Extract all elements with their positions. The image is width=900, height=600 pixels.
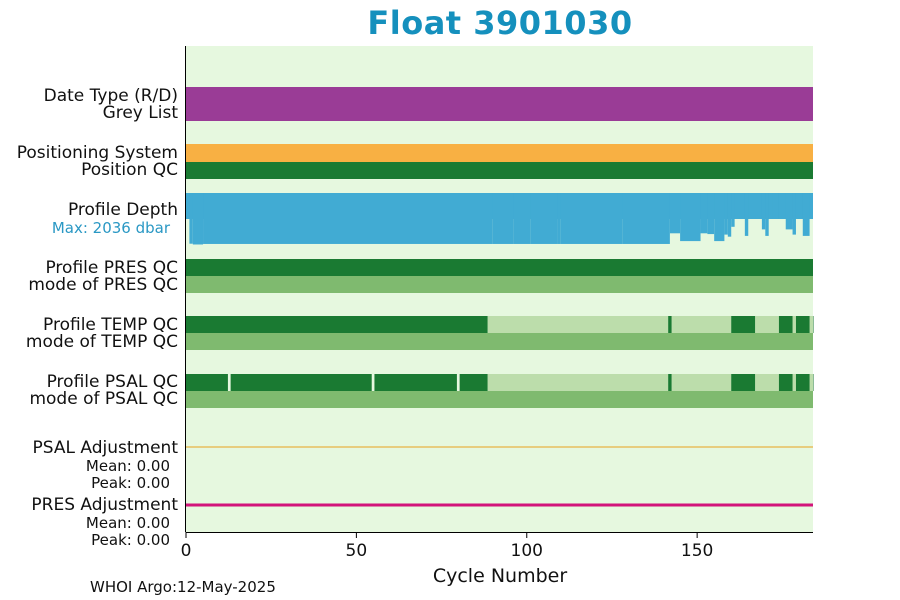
qc-light-segment-7-4 <box>809 316 813 333</box>
x-tick-label: 0 <box>180 541 192 561</box>
qc-light-segment-9-0 <box>487 374 669 391</box>
row-label: Position QC <box>81 160 178 180</box>
row-label: Profile TEMP QC <box>43 315 178 335</box>
profile-depth-bar-31 <box>809 193 813 219</box>
chart-title: Float 3901030 <box>367 4 633 42</box>
profile-depth-bar-19 <box>734 193 745 219</box>
segment-0-0 <box>186 87 813 121</box>
max-depth-label: Max: 2036 dbar <box>51 219 170 237</box>
profile-depth-bar-21 <box>748 193 762 219</box>
mean-label: Mean: 0.00 <box>85 457 170 475</box>
row-label: mode of PSAL QC <box>29 389 178 409</box>
x-tick-label: 150 <box>680 541 714 561</box>
segment-8-0 <box>186 333 813 350</box>
profile-depth-bar-6 <box>513 193 531 244</box>
segment-7-3 <box>778 316 793 333</box>
segment-2-0 <box>186 144 813 162</box>
qc-light-segment-7-3 <box>792 316 796 333</box>
row-label: Positioning System <box>16 143 178 163</box>
segment-7-1 <box>668 316 672 333</box>
profile-depth-bar-3 <box>203 193 493 244</box>
profile-depth-bar-25 <box>772 193 779 219</box>
profile-depth-bar-10 <box>622 193 670 244</box>
row-label: PRES Adjustment <box>31 495 178 515</box>
row-label: Profile PRES QC <box>45 258 178 278</box>
profile-depth-bar-13 <box>700 193 708 234</box>
profile-depth-bar-14 <box>707 193 715 235</box>
segment-9-1 <box>230 374 372 391</box>
segment-10-0 <box>186 391 813 408</box>
segment-9-2 <box>374 374 457 391</box>
profile-depth-bar-16 <box>724 193 728 235</box>
row-label: Date Type (R/D) <box>43 86 178 106</box>
qc-light-segment-9-2 <box>755 374 779 391</box>
profile-depth-bar-9 <box>560 193 623 244</box>
segment-7-0 <box>186 316 488 333</box>
row-label: mode of PRES QC <box>28 275 178 295</box>
profile-depth-bar-17 <box>727 193 732 237</box>
profile-depth-bar-26 <box>778 193 786 219</box>
segment-9-3 <box>459 374 488 391</box>
profile-depth-bar-30 <box>802 193 810 236</box>
profile-depth-bar-22 <box>761 193 766 230</box>
segment-7-2 <box>731 316 756 333</box>
profile-depth-bar-15 <box>714 193 725 242</box>
row-label: mode of TEMP QC <box>25 332 178 352</box>
segment-9-0 <box>186 374 228 391</box>
profile-depth-bar-0 <box>186 193 190 197</box>
segment-6-0 <box>186 276 813 293</box>
profile-depth-bar-4 <box>492 193 500 244</box>
qc-light-segment-7-1 <box>671 316 732 333</box>
segment-5-0 <box>186 259 813 276</box>
x-axis-label: Cycle Number <box>432 565 568 587</box>
footer-date: WHOI Argo:12-May-2025 <box>90 578 276 596</box>
profile-depth-bar-29 <box>795 193 803 219</box>
mean-label: Mean: 0.00 <box>85 514 170 532</box>
qc-light-segment-9-3 <box>792 374 796 391</box>
segment-7-4 <box>795 316 810 333</box>
segment-9-7 <box>795 374 810 391</box>
profile-depth-bar-12 <box>680 193 701 242</box>
profile-depth-bar-23 <box>765 193 769 236</box>
qc-light-segment-9-1 <box>671 374 732 391</box>
segment-7-5 <box>813 316 814 333</box>
peak-label: Peak: 0.00 <box>91 474 170 492</box>
profile-depth-bar-8 <box>557 193 561 244</box>
segment-9-4 <box>668 374 672 391</box>
row-label: Grey List <box>102 103 178 123</box>
segment-9-6 <box>778 374 793 391</box>
profile-depth-bar-24 <box>768 193 773 219</box>
segment-3-0 <box>186 162 813 179</box>
profile-depth-bar-28 <box>792 193 796 235</box>
profile-depth-bar-5 <box>499 193 514 244</box>
row-label: PSAL Adjustment <box>32 438 178 458</box>
qc-light-segment-7-2 <box>755 316 779 333</box>
row-label: Profile PSAL QC <box>46 372 178 392</box>
segment-9-8 <box>813 374 814 391</box>
x-tick-label: 50 <box>345 541 368 561</box>
profile-depth-bar-27 <box>785 193 793 230</box>
peak-label: Peak: 0.00 <box>91 531 170 549</box>
profile-depth-bar-20 <box>744 193 749 236</box>
segment-9-5 <box>731 374 756 391</box>
profile-depth-bar-7 <box>530 193 558 244</box>
qc-light-segment-7-0 <box>487 316 669 333</box>
profile-depth-bar-18 <box>731 193 735 227</box>
profile-depth-bar-1 <box>189 193 193 244</box>
qc-light-segment-9-4 <box>809 374 813 391</box>
profile-depth-bar-11 <box>669 193 681 234</box>
row-label: Profile Depth <box>67 200 178 220</box>
profile-depth-bar-2 <box>192 193 204 245</box>
x-tick-label: 100 <box>510 541 543 561</box>
